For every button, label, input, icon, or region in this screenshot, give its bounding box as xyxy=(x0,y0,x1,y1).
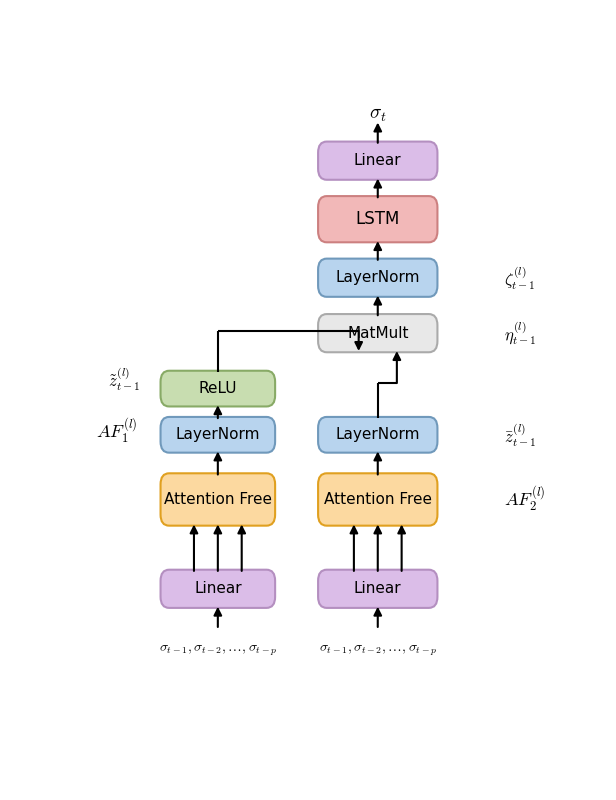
FancyBboxPatch shape xyxy=(318,258,437,297)
FancyBboxPatch shape xyxy=(318,570,437,608)
Text: ReLU: ReLU xyxy=(198,381,237,396)
Text: LayerNorm: LayerNorm xyxy=(336,427,420,442)
Text: MatMult: MatMult xyxy=(347,326,408,341)
FancyBboxPatch shape xyxy=(318,196,437,242)
Text: Attention Free: Attention Free xyxy=(164,492,272,507)
FancyBboxPatch shape xyxy=(161,417,275,453)
Text: LSTM: LSTM xyxy=(355,210,400,228)
Text: Linear: Linear xyxy=(354,582,402,596)
Text: $AF_1^{(l)}$: $AF_1^{(l)}$ xyxy=(96,417,137,446)
FancyBboxPatch shape xyxy=(161,474,275,526)
FancyBboxPatch shape xyxy=(318,417,437,453)
Text: Attention Free: Attention Free xyxy=(324,492,432,507)
Text: Linear: Linear xyxy=(194,582,241,596)
FancyBboxPatch shape xyxy=(318,142,437,180)
FancyBboxPatch shape xyxy=(318,474,437,526)
Text: $\sigma_t$: $\sigma_t$ xyxy=(369,105,387,124)
Text: $\eta_{t-1}^{(l)}$: $\eta_{t-1}^{(l)}$ xyxy=(505,320,537,346)
Text: LayerNorm: LayerNorm xyxy=(336,270,420,286)
Text: $\sigma_{t-1}, \sigma_{t-2}, \ldots, \sigma_{t-p}$: $\sigma_{t-1}, \sigma_{t-2}, \ldots, \si… xyxy=(318,643,437,658)
Text: $\bar{z}_{t-1}^{(l)}$: $\bar{z}_{t-1}^{(l)}$ xyxy=(505,421,537,449)
FancyBboxPatch shape xyxy=(161,570,275,608)
Text: $\sigma_{t-1}, \sigma_{t-2}, \ldots, \sigma_{t-p}$: $\sigma_{t-1}, \sigma_{t-2}, \ldots, \si… xyxy=(159,643,277,658)
Text: $\tilde{z}_{t-1}^{(l)}$: $\tilde{z}_{t-1}^{(l)}$ xyxy=(108,366,141,394)
Text: LayerNorm: LayerNorm xyxy=(176,427,260,442)
Text: Linear: Linear xyxy=(354,153,402,168)
Text: $\zeta_{t-1}^{(l)}$: $\zeta_{t-1}^{(l)}$ xyxy=(505,264,536,292)
FancyBboxPatch shape xyxy=(161,370,275,406)
Text: $AF_2^{(l)}$: $AF_2^{(l)}$ xyxy=(505,485,546,514)
FancyBboxPatch shape xyxy=(318,314,437,352)
